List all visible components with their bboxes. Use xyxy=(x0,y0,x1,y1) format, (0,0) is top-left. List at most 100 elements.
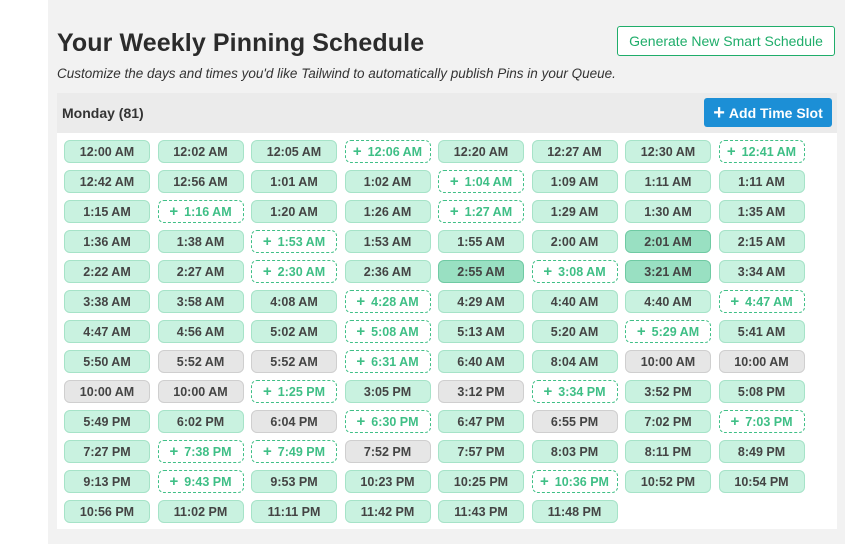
time-slot[interactable]: 4:40 AM xyxy=(531,290,618,313)
suggested-time-slot[interactable]: +4:47 AM xyxy=(718,290,805,313)
time-slot[interactable]: 1:26 AM xyxy=(344,200,431,223)
time-slot[interactable]: 12:27 AM xyxy=(531,140,618,163)
time-slot[interactable]: 10:56 PM xyxy=(64,500,150,523)
time-slot[interactable]: 3:21 AM xyxy=(625,260,711,283)
time-slot[interactable]: 11:42 PM xyxy=(344,500,431,523)
suggested-time-slot[interactable]: +10:36 PM xyxy=(531,470,618,493)
time-slot[interactable]: 4:08 AM xyxy=(251,290,337,313)
suggested-time-slot[interactable]: +1:27 AM xyxy=(438,200,524,223)
time-slot[interactable]: 2:00 AM xyxy=(531,230,618,253)
time-slot[interactable]: 10:00 AM xyxy=(157,380,244,403)
time-slot[interactable]: 3:52 PM xyxy=(625,380,711,403)
time-slot[interactable]: 2:22 AM xyxy=(64,260,150,283)
time-slot[interactable]: 5:41 AM xyxy=(718,320,805,343)
time-slot[interactable]: 1:02 AM xyxy=(344,170,431,193)
time-slot[interactable]: 3:12 PM xyxy=(438,380,524,403)
time-slot[interactable]: 4:56 AM xyxy=(157,320,244,343)
time-slot[interactable]: 4:47 AM xyxy=(64,320,150,343)
suggested-time-slot[interactable]: +7:03 PM xyxy=(718,410,805,433)
add-time-slot-button[interactable]: + Add Time Slot xyxy=(704,98,832,127)
time-slot[interactable]: 8:11 PM xyxy=(625,440,711,463)
time-slot[interactable]: 1:29 AM xyxy=(531,200,618,223)
time-slot[interactable]: 1:55 AM xyxy=(438,230,524,253)
suggested-time-slot[interactable]: +5:08 AM xyxy=(344,320,431,343)
time-slot[interactable]: 3:05 PM xyxy=(344,380,431,403)
suggested-time-slot[interactable]: +6:31 AM xyxy=(344,350,431,373)
time-slot[interactable]: 1:11 AM xyxy=(625,170,711,193)
suggested-time-slot[interactable]: +1:04 AM xyxy=(438,170,524,193)
time-slot[interactable]: 1:01 AM xyxy=(251,170,337,193)
time-slot[interactable]: 8:49 PM xyxy=(718,440,805,463)
time-slot[interactable]: 10:00 AM xyxy=(718,350,805,373)
suggested-time-slot[interactable]: +3:34 PM xyxy=(531,380,618,403)
generate-smart-schedule-button[interactable]: Generate New Smart Schedule xyxy=(617,26,835,56)
suggested-time-slot[interactable]: +5:29 AM xyxy=(625,320,711,343)
time-slot[interactable]: 5:20 AM xyxy=(531,320,618,343)
time-slot[interactable]: 8:03 PM xyxy=(531,440,618,463)
time-slot[interactable]: 6:40 AM xyxy=(438,350,524,373)
time-slot[interactable]: 12:05 AM xyxy=(251,140,337,163)
time-slot[interactable]: 1:35 AM xyxy=(718,200,805,223)
time-slot[interactable]: 11:11 PM xyxy=(251,500,337,523)
time-slot[interactable]: 8:04 AM xyxy=(531,350,618,373)
time-slot[interactable]: 3:58 AM xyxy=(157,290,244,313)
time-slot[interactable]: 7:52 PM xyxy=(344,440,431,463)
time-slot[interactable]: 3:34 AM xyxy=(718,260,805,283)
time-slot[interactable]: 6:47 PM xyxy=(438,410,524,433)
suggested-time-slot[interactable]: +4:28 AM xyxy=(344,290,431,313)
time-slot[interactable]: 1:11 AM xyxy=(718,170,805,193)
suggested-time-slot[interactable]: +7:49 PM xyxy=(251,440,337,463)
time-slot[interactable]: 12:20 AM xyxy=(438,140,524,163)
time-slot[interactable]: 10:25 PM xyxy=(438,470,524,493)
time-slot[interactable]: 10:00 AM xyxy=(64,380,150,403)
time-slot[interactable]: 1:20 AM xyxy=(251,200,337,223)
time-slot[interactable]: 12:30 AM xyxy=(625,140,711,163)
suggested-time-slot[interactable]: +2:30 AM xyxy=(251,260,337,283)
time-slot[interactable]: 7:27 PM xyxy=(64,440,150,463)
time-slot[interactable]: 12:00 AM xyxy=(64,140,150,163)
time-slot[interactable]: 5:02 AM xyxy=(251,320,337,343)
time-slot[interactable]: 1:15 AM xyxy=(64,200,150,223)
time-slot[interactable]: 10:52 PM xyxy=(625,470,711,493)
suggested-time-slot[interactable]: +3:08 AM xyxy=(531,260,618,283)
suggested-time-slot[interactable]: +1:25 PM xyxy=(251,380,337,403)
time-slot[interactable]: 11:43 PM xyxy=(438,500,524,523)
suggested-time-slot[interactable]: +1:16 AM xyxy=(157,200,244,223)
time-slot[interactable]: 2:01 AM xyxy=(625,230,711,253)
time-slot[interactable]: 3:38 AM xyxy=(64,290,150,313)
time-slot[interactable]: 11:02 PM xyxy=(157,500,244,523)
time-slot[interactable]: 5:49 PM xyxy=(64,410,150,433)
time-slot[interactable]: 12:42 AM xyxy=(64,170,150,193)
time-slot[interactable]: 4:40 AM xyxy=(625,290,711,313)
time-slot[interactable]: 1:36 AM xyxy=(64,230,150,253)
time-slot[interactable]: 5:08 PM xyxy=(718,380,805,403)
time-slot[interactable]: 2:36 AM xyxy=(344,260,431,283)
suggested-time-slot[interactable]: +1:53 AM xyxy=(251,230,337,253)
time-slot[interactable]: 6:55 PM xyxy=(531,410,618,433)
time-slot[interactable]: 4:29 AM xyxy=(438,290,524,313)
time-slot[interactable]: 6:04 PM xyxy=(251,410,337,433)
time-slot[interactable]: 12:02 AM xyxy=(157,140,244,163)
suggested-time-slot[interactable]: +6:30 PM xyxy=(344,410,431,433)
time-slot[interactable]: 10:54 PM xyxy=(718,470,805,493)
time-slot[interactable]: 2:15 AM xyxy=(718,230,805,253)
time-slot[interactable]: 6:02 PM xyxy=(157,410,244,433)
suggested-time-slot[interactable]: +7:38 PM xyxy=(157,440,244,463)
time-slot[interactable]: 1:30 AM xyxy=(625,200,711,223)
time-slot[interactable]: 5:52 AM xyxy=(157,350,244,373)
time-slot[interactable]: 7:02 PM xyxy=(625,410,711,433)
time-slot[interactable]: 11:48 PM xyxy=(531,500,618,523)
time-slot[interactable]: 5:52 AM xyxy=(251,350,337,373)
time-slot[interactable]: 1:53 AM xyxy=(344,230,431,253)
time-slot[interactable]: 10:00 AM xyxy=(625,350,711,373)
time-slot[interactable]: 5:13 AM xyxy=(438,320,524,343)
time-slot[interactable]: 7:57 PM xyxy=(438,440,524,463)
time-slot[interactable]: 1:09 AM xyxy=(531,170,618,193)
time-slot[interactable]: 9:13 PM xyxy=(64,470,150,493)
time-slot[interactable]: 10:23 PM xyxy=(344,470,431,493)
time-slot[interactable]: 2:27 AM xyxy=(157,260,244,283)
suggested-time-slot[interactable]: +12:06 AM xyxy=(344,140,431,163)
time-slot[interactable]: 2:55 AM xyxy=(438,260,524,283)
suggested-time-slot[interactable]: +9:43 PM xyxy=(157,470,244,493)
time-slot[interactable]: 12:56 AM xyxy=(157,170,244,193)
